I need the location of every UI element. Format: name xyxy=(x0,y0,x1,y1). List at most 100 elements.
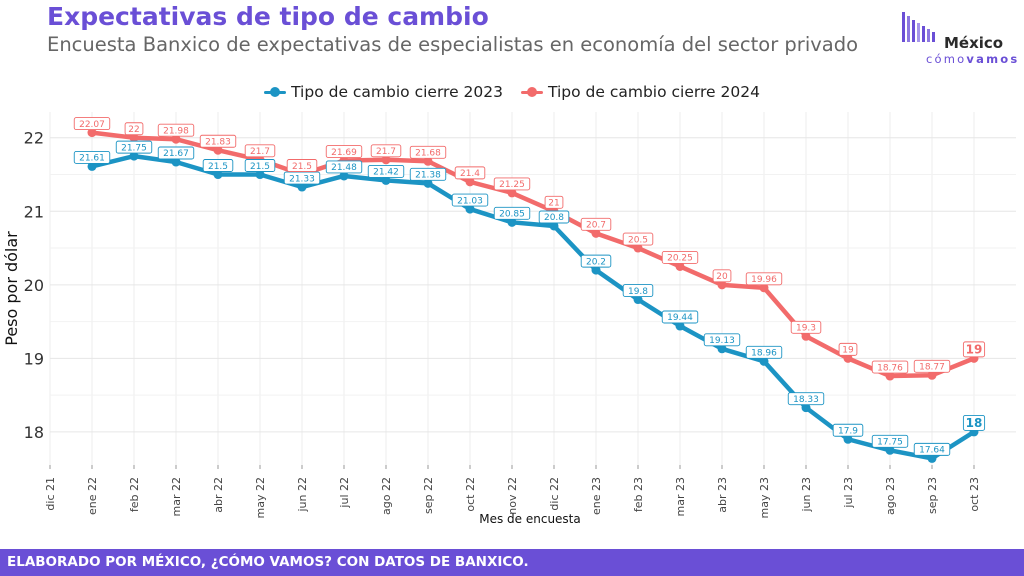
data-label-2024: 19 xyxy=(966,343,983,357)
data-label-2024: 21.25 xyxy=(499,180,525,190)
data-label-box-2023 xyxy=(622,284,654,297)
data-point-2023 xyxy=(339,171,349,181)
legend-label-2024: Tipo de cambio cierre 2024 xyxy=(548,83,760,101)
x-tick-label: ago 22 xyxy=(380,477,393,515)
data-point-2023 xyxy=(423,178,433,188)
data-label-2023: 20.85 xyxy=(499,210,525,220)
logo-tagline: cómovamos xyxy=(926,52,1019,66)
data-label-box-2024 xyxy=(661,250,699,264)
data-label-box-2024 xyxy=(962,341,986,358)
data-label-2024: 19.96 xyxy=(751,275,777,285)
data-label-2023: 21.33 xyxy=(289,174,315,184)
x-tick-label: dic 22 xyxy=(548,477,561,511)
data-label-2023: 21.67 xyxy=(163,149,189,159)
data-point-2023 xyxy=(633,295,643,305)
data-label-box-2023 xyxy=(157,146,195,160)
data-label-box-2024 xyxy=(454,166,486,180)
data-label-box-2023 xyxy=(962,414,986,431)
x-tick-label: sep 23 xyxy=(926,477,939,514)
data-label-box-2024 xyxy=(913,359,951,373)
data-label-2023: 21.5 xyxy=(250,162,270,172)
series-line-2023 xyxy=(89,153,977,461)
line-chart: 18 19 20 21 22 Peso por dólar dic 21 ene 22 feb … xyxy=(2,112,1016,526)
data-label-box-2023 xyxy=(580,254,612,268)
data-point-2024 xyxy=(171,134,181,144)
x-tick-label: oct 23 xyxy=(968,477,981,512)
chart-title: Expectativas de tipo de cambio xyxy=(47,2,489,31)
data-label-box-2023 xyxy=(703,333,741,347)
x-tick-label: mar 23 xyxy=(674,477,687,516)
data-label-box-2023 xyxy=(244,159,276,172)
data-label-2024: 18.76 xyxy=(877,363,903,373)
x-tick-label: abr 23 xyxy=(716,477,729,513)
data-point-2024 xyxy=(885,371,895,381)
data-label-box-2024 xyxy=(286,159,318,172)
data-point-2023 xyxy=(297,182,307,192)
data-label-2024: 20 xyxy=(716,272,728,282)
data-label-box-2023 xyxy=(367,164,405,178)
data-point-2023 xyxy=(843,434,853,444)
data-label-2023: 21.03 xyxy=(457,196,483,206)
data-label-box-2024 xyxy=(790,320,822,334)
data-point-2024 xyxy=(381,155,391,165)
data-label-box-2024 xyxy=(712,269,732,283)
data-label-2023: 19.13 xyxy=(709,336,735,346)
data-label-2023: 19.44 xyxy=(667,313,693,323)
data-point-2024 xyxy=(633,243,643,253)
x-tick-label: may 23 xyxy=(758,477,771,518)
data-label-box-2023 xyxy=(493,206,531,220)
x-tick-label: abr 22 xyxy=(212,477,225,513)
y-axis-label: Peso por dólar xyxy=(2,231,21,346)
mexico-como-vamos-logo: México cómovamos xyxy=(900,10,1020,70)
data-label-box-2023 xyxy=(325,160,363,174)
data-label-box-2024 xyxy=(244,144,276,158)
y-tick-label: 22 xyxy=(24,129,44,148)
data-label-2024: 21.83 xyxy=(205,137,231,147)
data-point-2023 xyxy=(507,217,517,227)
data-label-2024: 21.69 xyxy=(331,148,357,158)
data-label-2023: 17.75 xyxy=(877,438,903,448)
data-point-2023 xyxy=(675,321,685,331)
chart-subtitle: Encuesta Banxico de expectativas de espe… xyxy=(47,33,859,56)
y-tick-label: 19 xyxy=(24,349,44,368)
x-tick-label: ene 23 xyxy=(590,477,603,515)
y-tick-label: 21 xyxy=(24,202,44,221)
x-tick-label: jul 22 xyxy=(338,477,351,509)
data-label-2023: 21.48 xyxy=(331,163,357,173)
data-label-2023: 21.61 xyxy=(79,154,105,164)
legend-swatch-2024 xyxy=(521,86,543,98)
data-label-box-2024 xyxy=(622,232,654,246)
data-label-box-2023 xyxy=(283,171,321,185)
data-label-2023: 21.75 xyxy=(121,143,147,153)
data-label-box-2023 xyxy=(913,442,951,456)
data-label-2023: 21.42 xyxy=(373,168,399,178)
legend-item-2023: Tipo de cambio cierre 2023 xyxy=(264,83,503,101)
data-label-box-2024 xyxy=(580,217,612,231)
legend-item-2024: Tipo de cambio cierre 2024 xyxy=(521,83,760,101)
data-label-box-2024 xyxy=(745,272,783,286)
data-label-2024: 22 xyxy=(128,125,139,135)
data-point-2024 xyxy=(129,133,139,143)
x-tick-label: jul 23 xyxy=(842,477,855,509)
data-label-box-2024 xyxy=(838,342,858,356)
data-label-2024: 21.5 xyxy=(292,162,312,172)
data-point-2023 xyxy=(171,157,181,167)
y-tick-label: 18 xyxy=(24,423,44,442)
data-label-box-2023 xyxy=(745,345,783,359)
x-tick-label: dic 21 xyxy=(44,477,57,511)
legend-swatch-2023 xyxy=(264,86,287,98)
data-point-2024 xyxy=(801,331,811,341)
x-tick-label: ene 22 xyxy=(86,477,99,515)
data-label-box-2023 xyxy=(787,392,825,406)
data-label-box-2024 xyxy=(493,177,531,191)
footer-credit: ELABORADO POR MÉXICO, ¿CÓMO VAMOS? CON D… xyxy=(0,549,1024,576)
x-tick-label: nov 22 xyxy=(506,477,519,515)
data-label-2023: 18.96 xyxy=(751,349,777,359)
logo-bars-icon xyxy=(902,12,935,42)
data-point-2024 xyxy=(675,261,685,271)
data-label-box-2024 xyxy=(370,144,402,158)
data-point-2024 xyxy=(465,177,475,187)
data-point-2023 xyxy=(465,204,475,214)
data-point-2024 xyxy=(507,188,517,198)
data-label-2024: 21.4 xyxy=(460,169,480,179)
